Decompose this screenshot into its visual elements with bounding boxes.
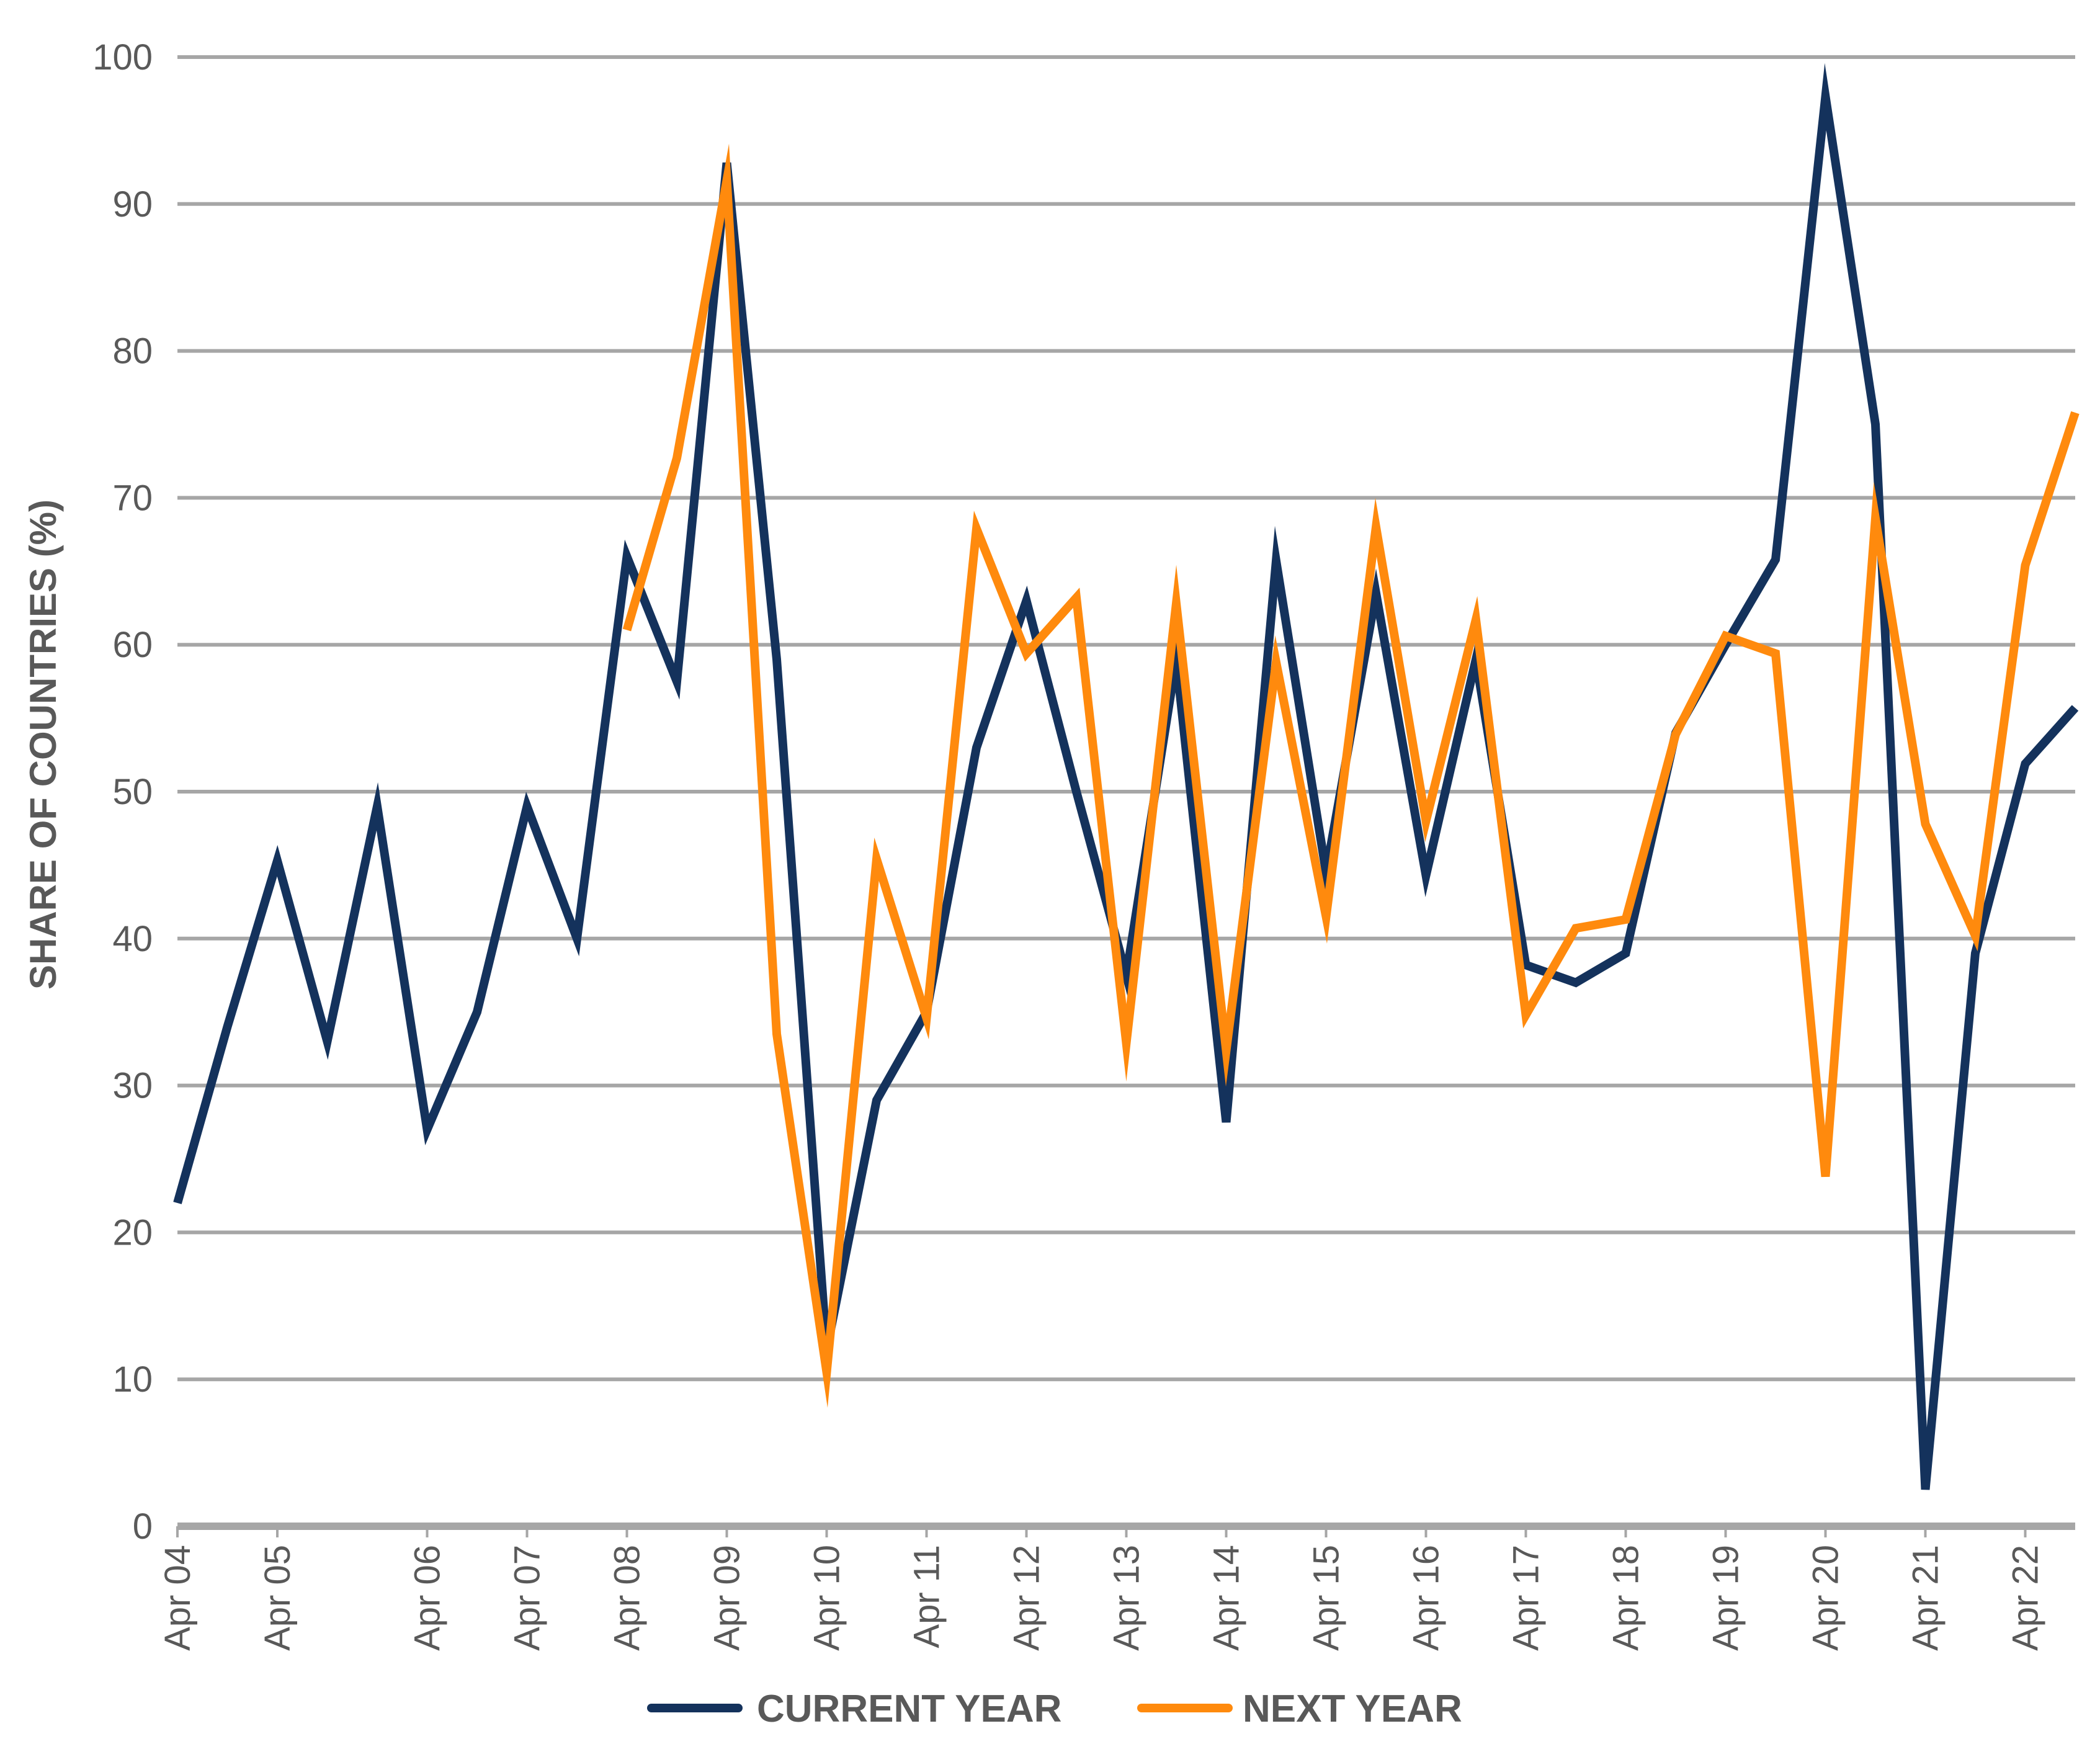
y-tick-label: 10 xyxy=(112,1359,153,1400)
x-tick-label: Apr 09 xyxy=(707,1545,748,1651)
x-tick-label: Apr 19 xyxy=(1706,1545,1746,1651)
series-current-year xyxy=(173,63,2079,1490)
y-tick-label: 40 xyxy=(112,919,153,959)
x-tick-label: Apr 17 xyxy=(1506,1545,1547,1651)
legend: CURRENT YEAR NEXT YEAR xyxy=(647,1688,1462,1730)
x-tick-label: Apr 21 xyxy=(1906,1545,1946,1651)
y-tick-label: 30 xyxy=(112,1066,153,1106)
x-tick-label: Apr 20 xyxy=(1806,1545,1846,1651)
series-lines xyxy=(173,63,2080,1490)
y-tick-label: 0 xyxy=(133,1506,153,1547)
y-axis-ticks: 0 10 20 30 40 50 60 70 80 90 100 xyxy=(92,37,153,1547)
series-next-year xyxy=(622,143,2080,1408)
y-tick-label: 70 xyxy=(112,478,153,518)
gridlines xyxy=(177,55,2075,1530)
y-tick-label: 90 xyxy=(112,184,153,225)
y-tick-label: 60 xyxy=(112,625,153,665)
y-tick-label: 100 xyxy=(92,37,153,78)
y-tick-label: 80 xyxy=(112,331,153,372)
x-tick-label: Apr 06 xyxy=(408,1545,448,1651)
x-tick-label: Apr 11 xyxy=(907,1545,947,1648)
x-tick-label: Apr 05 xyxy=(257,1545,298,1651)
series-line-current-year xyxy=(173,63,2079,1490)
y-tick-label: 20 xyxy=(112,1212,153,1253)
x-tick-label: Apr 14 xyxy=(1207,1545,1247,1651)
x-tick-label: Apr 10 xyxy=(807,1545,847,1651)
x-tick-label: Apr 18 xyxy=(1606,1545,1646,1651)
y-tick-label: 50 xyxy=(112,772,153,812)
x-tick-label: Apr 12 xyxy=(1007,1545,1047,1651)
x-tick-label: Apr 13 xyxy=(1107,1545,1147,1651)
x-tick-label: Apr 16 xyxy=(1406,1545,1447,1651)
x-axis-ticks: Apr 04 Apr 05 Apr 06 Apr 07 Apr 08 Apr 09 Apr … xyxy=(158,1526,2046,1651)
legend-label-current-year: CURRENT YEAR xyxy=(757,1688,1061,1730)
series-line-next-year xyxy=(622,143,2080,1408)
legend-label-next-year: NEXT YEAR xyxy=(1243,1688,1462,1730)
y-axis-title: SHARE OF COUNTRIES (%) xyxy=(22,499,64,990)
x-tick-label: Apr 22 xyxy=(2006,1545,2046,1651)
x-tick-label: Apr 07 xyxy=(507,1545,548,1651)
x-tick-label: Apr 08 xyxy=(607,1545,648,1651)
x-tick-label: Apr 04 xyxy=(158,1545,198,1651)
x-tick-label: Apr 15 xyxy=(1307,1545,1347,1651)
